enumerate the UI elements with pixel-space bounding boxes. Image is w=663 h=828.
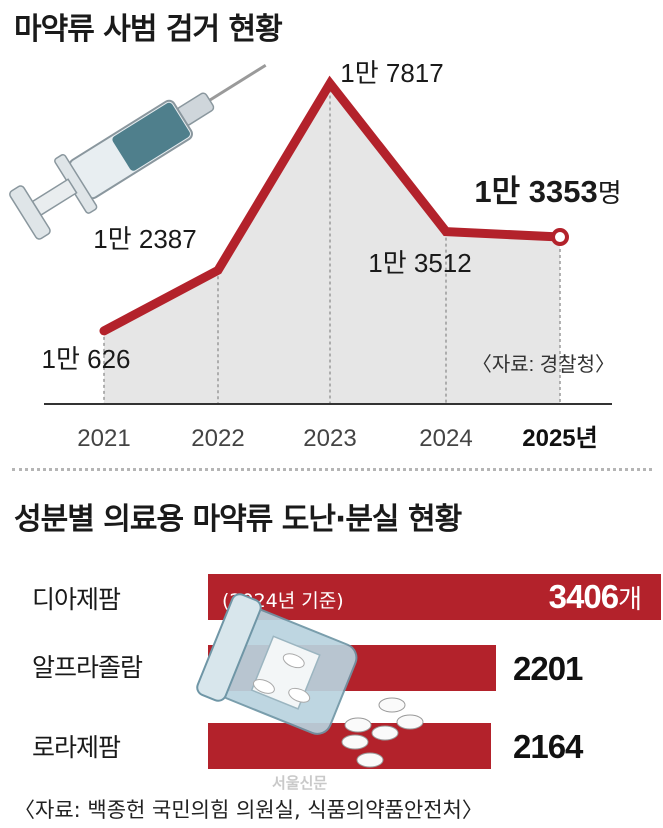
chart-title-theft: 성분별 의료용 마약류 도난·분실 현황	[14, 502, 462, 537]
x-tick-2022: 2022	[191, 425, 244, 452]
bar-alprazolam	[208, 645, 496, 691]
line-source-note: 〈자료: 경찰청〉	[472, 353, 615, 376]
section-divider	[12, 468, 652, 471]
x-tick-2023: 2023	[303, 425, 356, 452]
bar-label-diazepam: 디아제팜	[32, 585, 121, 614]
bar-value-lorazepam: 2164	[513, 728, 583, 765]
point-2025	[551, 228, 569, 247]
bar-label-lorazepam: 로라제팜	[32, 733, 121, 762]
bar-source-note: 〈자료: 백종헌 국민의힘 의원실, 식품의약품안전처〉	[14, 798, 483, 822]
bar-year-note: (2024년 기준)	[222, 590, 344, 612]
x-tick-2025: 2025년	[522, 425, 597, 452]
data-label-2021: 1만 626	[42, 344, 131, 374]
chart-title-arrests: 마약류 사범 검거 현황	[14, 12, 283, 47]
series-line	[99, 75, 565, 336]
bar-label-alprazolam: 알프라졸람	[32, 653, 143, 682]
data-label-2022: 1만 2387	[93, 224, 196, 254]
syringe-icon	[9, 63, 267, 240]
line-chart: 1만 626 1만 2387 1만 7817 1만 3512 1만 3353명 2021…	[9, 58, 622, 452]
bar-value-diazepam: 3406개	[548, 578, 642, 615]
x-tick-2021: 2021	[77, 425, 130, 452]
bar-value-alprazolam: 2201	[513, 650, 583, 687]
x-tick-2024: 2024	[419, 425, 472, 452]
data-label-2024: 1만 3512	[368, 248, 471, 278]
data-label-2023: 1만 7817	[340, 58, 443, 88]
watermark: 서울신문	[272, 774, 328, 792]
data-label-2025: 1만 3353명	[474, 174, 621, 209]
data-label-unit: 명	[598, 178, 622, 208]
bar-lorazepam	[208, 723, 491, 769]
